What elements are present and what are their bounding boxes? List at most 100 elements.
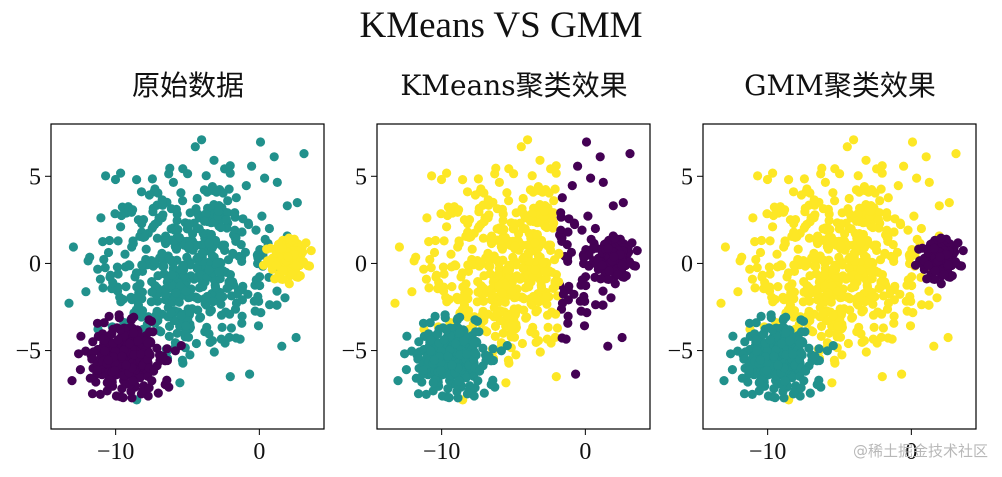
scatter-point bbox=[789, 219, 799, 229]
scatter-point bbox=[146, 297, 156, 307]
scatter-point bbox=[209, 347, 219, 357]
scatter-point bbox=[421, 274, 431, 284]
scatter-point bbox=[603, 243, 613, 253]
panel-kmeans: −10 0 5 0 −5 bbox=[341, 123, 651, 465]
scatter-point bbox=[943, 260, 953, 270]
scatter-point bbox=[473, 287, 483, 297]
scatter-point bbox=[610, 279, 620, 289]
scatter-point bbox=[100, 263, 110, 273]
scatter-point bbox=[733, 287, 743, 297]
scatter-point bbox=[617, 332, 627, 343]
scatter-point bbox=[504, 260, 514, 270]
panel-title-original: 原始数据 bbox=[131, 69, 244, 102]
scatter-point bbox=[536, 282, 547, 292]
scatter-point bbox=[833, 286, 843, 296]
scatter-point bbox=[240, 247, 250, 257]
scatter-point bbox=[535, 155, 545, 165]
scatter-point bbox=[272, 300, 282, 310]
axes-frame bbox=[376, 123, 651, 430]
scatter-point bbox=[876, 332, 886, 342]
scatter-point bbox=[424, 237, 434, 247]
scatter-point bbox=[618, 198, 628, 208]
scatter-point bbox=[818, 224, 828, 234]
scatter-point bbox=[581, 137, 592, 147]
scatter-point bbox=[564, 214, 574, 224]
scatter-point bbox=[241, 181, 251, 191]
scatter-point bbox=[797, 327, 807, 337]
scatter-point bbox=[801, 257, 812, 267]
scatter-point bbox=[830, 196, 840, 206]
scatter-point bbox=[777, 261, 787, 271]
scatter-point bbox=[129, 328, 139, 338]
scatter-point bbox=[492, 224, 502, 234]
scatter-point bbox=[576, 306, 586, 316]
scatter-point bbox=[823, 204, 834, 214]
scatter-point bbox=[113, 335, 123, 345]
scatter-point bbox=[133, 336, 143, 346]
scatter-point bbox=[608, 201, 618, 211]
scatter-point bbox=[185, 350, 195, 360]
scatter-point bbox=[747, 274, 758, 284]
scatter-point bbox=[507, 286, 517, 296]
scatter-point bbox=[181, 321, 191, 331]
scatter-point bbox=[120, 249, 130, 259]
scatter-point bbox=[157, 248, 167, 258]
scatter-point bbox=[185, 208, 195, 218]
scatter-point bbox=[916, 223, 927, 234]
scatter-point bbox=[517, 338, 528, 349]
scatter-point bbox=[861, 347, 871, 357]
scatter-point bbox=[216, 334, 226, 344]
scatter-point bbox=[425, 335, 436, 345]
scatter-point bbox=[306, 246, 316, 256]
scatter-point bbox=[199, 185, 209, 195]
scatter-point bbox=[502, 341, 512, 351]
scatter-point bbox=[216, 222, 226, 233]
scatter-point bbox=[499, 224, 509, 235]
scatter-point bbox=[591, 300, 601, 310]
scatter-point bbox=[99, 318, 109, 328]
scatter-point bbox=[430, 311, 440, 321]
scatter-point bbox=[557, 333, 567, 343]
scatter-point bbox=[178, 260, 188, 270]
scatter-point bbox=[924, 286, 934, 296]
scatter-point bbox=[278, 274, 288, 284]
panel-title-kmeans: KMeans聚类效果 bbox=[400, 69, 628, 102]
scatter-point bbox=[604, 274, 614, 284]
scatter-point bbox=[135, 279, 145, 289]
scatter-point bbox=[75, 365, 85, 375]
scatter-point bbox=[583, 211, 593, 221]
scatter-point bbox=[784, 292, 794, 302]
scatter-point bbox=[518, 193, 528, 204]
y-tick-label: −5 bbox=[667, 339, 693, 365]
scatter-point bbox=[238, 281, 248, 291]
scatter-point bbox=[446, 249, 456, 259]
scatter-point bbox=[873, 215, 884, 225]
scatter-point bbox=[143, 338, 153, 348]
scatter-point bbox=[498, 215, 508, 226]
scatter-point bbox=[747, 389, 757, 399]
scatter-point bbox=[264, 223, 274, 234]
scatter-point bbox=[531, 337, 541, 347]
scatter-point bbox=[458, 175, 468, 185]
scatter-point bbox=[625, 149, 635, 159]
scatter-point bbox=[67, 376, 77, 386]
y-tick-label: 0 bbox=[681, 251, 693, 277]
scatter-point bbox=[170, 346, 180, 356]
scatter-point bbox=[796, 315, 806, 325]
scatter-point bbox=[800, 207, 810, 217]
scatter-point bbox=[409, 256, 419, 266]
scatter-point bbox=[438, 262, 448, 272]
scatter-point bbox=[836, 241, 846, 251]
scatter-point bbox=[508, 252, 518, 262]
scatter-point bbox=[125, 261, 135, 271]
scatter-point bbox=[215, 274, 225, 284]
scatter-point bbox=[121, 282, 131, 292]
scatter-point bbox=[152, 343, 162, 353]
scatter-point bbox=[828, 341, 838, 351]
scatter-point bbox=[511, 350, 521, 360]
scatter-point bbox=[270, 274, 280, 284]
scatter-point bbox=[834, 252, 844, 262]
scatter-point bbox=[770, 393, 780, 403]
scatter-point bbox=[551, 161, 561, 171]
scatter-point bbox=[483, 195, 493, 205]
